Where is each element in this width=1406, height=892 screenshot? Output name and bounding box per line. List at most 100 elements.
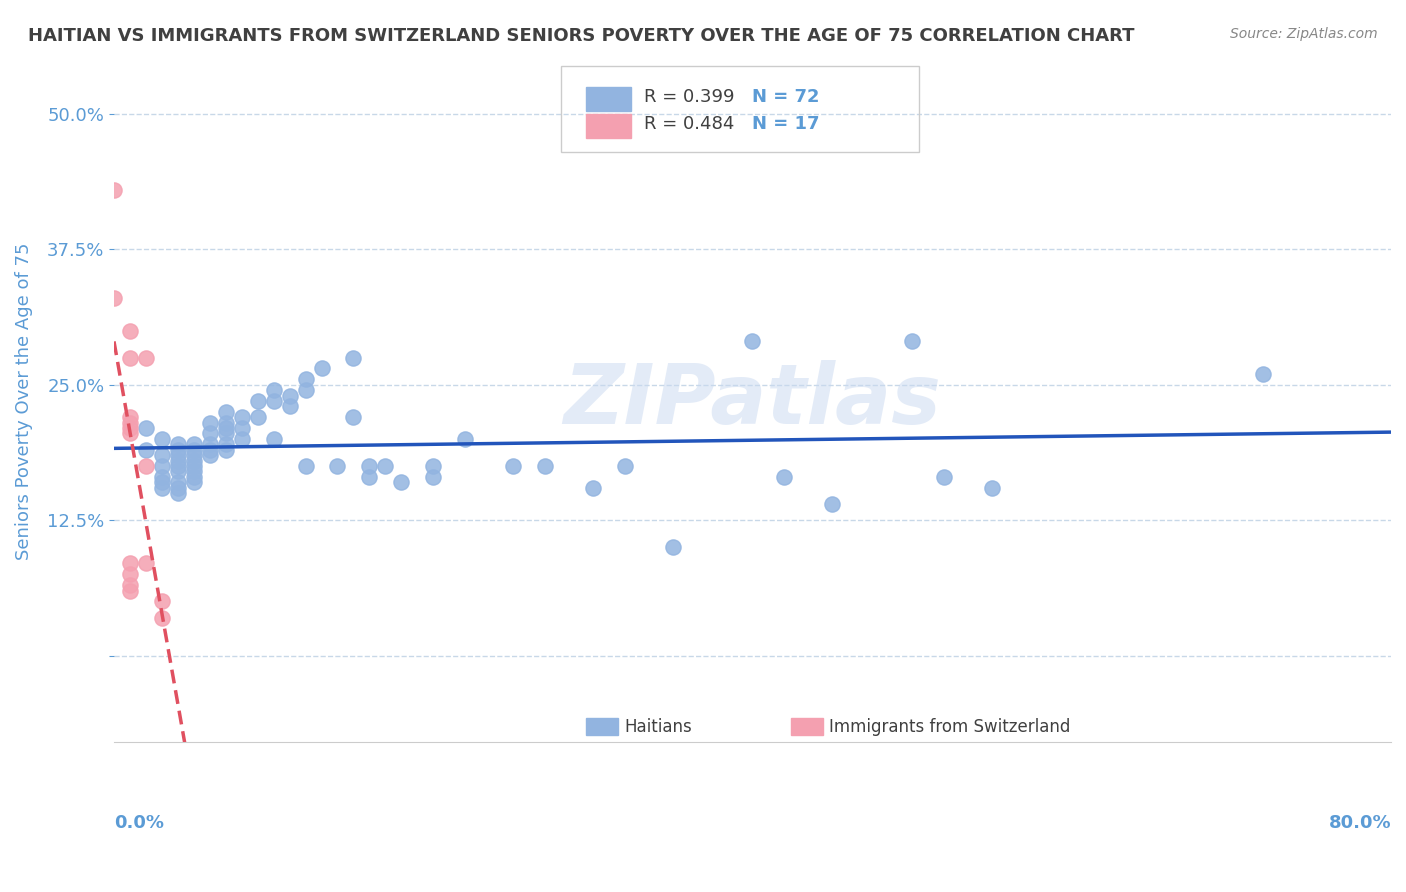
Point [166, 464, 188, 478]
Point [901, 334, 924, 349]
Point [278, 388, 301, 402]
Point [294, 372, 316, 386]
Point [389, 475, 412, 490]
Point [821, 497, 844, 511]
Point [215, 421, 238, 435]
Point [183, 458, 205, 473]
Text: Haitians: Haitians [624, 717, 693, 736]
Point [183, 475, 205, 490]
Point [150, 594, 173, 608]
Text: ZIPatlas: ZIPatlas [564, 360, 942, 442]
Point [118, 324, 141, 338]
Text: 0.0%: 0.0% [114, 814, 165, 832]
Point [342, 351, 364, 365]
Text: R = 0.484: R = 0.484 [644, 115, 734, 134]
Point [103, 291, 125, 305]
Point [246, 393, 269, 408]
Point [183, 453, 205, 467]
Point [582, 481, 605, 495]
Point [166, 481, 188, 495]
Point [741, 334, 763, 349]
Point [198, 437, 221, 451]
Point [231, 421, 253, 435]
Point [183, 464, 205, 478]
Point [150, 432, 173, 446]
Point [135, 458, 157, 473]
Point [183, 470, 205, 484]
Point [198, 426, 221, 441]
Point [311, 361, 333, 376]
Point [135, 557, 157, 571]
Point [150, 475, 173, 490]
Point [1253, 367, 1275, 381]
Point [231, 432, 253, 446]
Point [294, 383, 316, 397]
Point [118, 416, 141, 430]
Point [215, 405, 238, 419]
Point [118, 557, 141, 571]
Point [422, 458, 444, 473]
Point [150, 448, 173, 462]
Point [502, 458, 524, 473]
Point [294, 458, 316, 473]
Point [246, 410, 269, 425]
Point [118, 583, 141, 598]
FancyBboxPatch shape [586, 114, 631, 138]
FancyBboxPatch shape [790, 718, 823, 736]
Point [166, 442, 188, 457]
Text: N = 72: N = 72 [752, 88, 820, 106]
Point [166, 448, 188, 462]
Point [342, 410, 364, 425]
FancyBboxPatch shape [586, 87, 631, 111]
Text: HAITIAN VS IMMIGRANTS FROM SWITZERLAND SENIORS POVERTY OVER THE AGE OF 75 CORREL: HAITIAN VS IMMIGRANTS FROM SWITZERLAND S… [28, 27, 1135, 45]
Point [183, 448, 205, 462]
Point [278, 400, 301, 414]
Point [118, 351, 141, 365]
Point [150, 610, 173, 624]
Point [166, 437, 188, 451]
Point [215, 416, 238, 430]
Point [215, 442, 238, 457]
Point [183, 437, 205, 451]
Point [198, 416, 221, 430]
Text: N = 17: N = 17 [752, 115, 820, 134]
Point [454, 432, 477, 446]
Point [118, 421, 141, 435]
Point [118, 410, 141, 425]
Point [166, 486, 188, 500]
Point [326, 458, 349, 473]
Text: Source: ZipAtlas.com: Source: ZipAtlas.com [1230, 27, 1378, 41]
Point [359, 470, 381, 484]
Point [422, 470, 444, 484]
Point [118, 426, 141, 441]
Text: Immigrants from Switzerland: Immigrants from Switzerland [830, 717, 1070, 736]
Point [215, 437, 238, 451]
Point [359, 458, 381, 473]
Text: 80.0%: 80.0% [1329, 814, 1391, 832]
Point [263, 432, 285, 446]
Point [166, 475, 188, 490]
Point [150, 481, 173, 495]
Text: R = 0.399: R = 0.399 [644, 88, 734, 106]
Point [613, 458, 636, 473]
Point [932, 470, 955, 484]
Point [118, 567, 141, 582]
Point [773, 470, 796, 484]
Point [183, 442, 205, 457]
Point [661, 540, 683, 554]
Point [198, 442, 221, 457]
Point [263, 393, 285, 408]
Point [166, 453, 188, 467]
Point [263, 383, 285, 397]
FancyBboxPatch shape [586, 718, 619, 736]
Y-axis label: Seniors Poverty Over the Age of 75: Seniors Poverty Over the Age of 75 [15, 243, 32, 559]
Point [166, 458, 188, 473]
Point [534, 458, 557, 473]
Point [198, 448, 221, 462]
Point [118, 578, 141, 592]
Point [981, 481, 1004, 495]
Point [150, 470, 173, 484]
Point [374, 458, 396, 473]
Point [150, 458, 173, 473]
Point [103, 183, 125, 197]
